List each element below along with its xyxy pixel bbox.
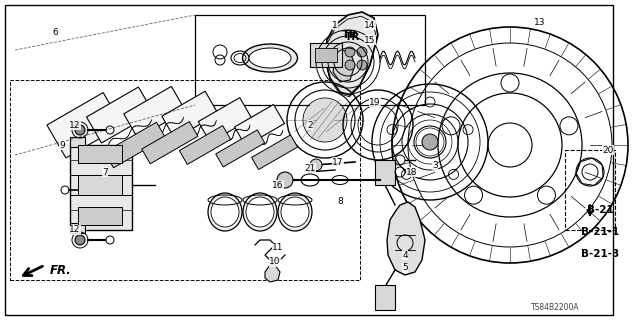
Circle shape bbox=[422, 134, 438, 150]
Polygon shape bbox=[265, 265, 280, 282]
Polygon shape bbox=[198, 98, 252, 142]
Text: B-21: B-21 bbox=[587, 205, 613, 215]
Text: 12: 12 bbox=[69, 226, 81, 235]
Text: 13: 13 bbox=[534, 18, 546, 27]
Text: 4: 4 bbox=[402, 251, 408, 260]
Bar bbox=[78, 145, 122, 163]
Circle shape bbox=[75, 235, 85, 245]
Circle shape bbox=[345, 60, 355, 70]
Bar bbox=[70, 223, 85, 233]
Polygon shape bbox=[235, 104, 285, 146]
Polygon shape bbox=[162, 91, 218, 139]
Bar bbox=[78, 175, 122, 195]
Bar bbox=[375, 285, 395, 310]
Text: 8: 8 bbox=[337, 197, 343, 206]
Bar bbox=[10, 80, 360, 280]
Text: 6: 6 bbox=[52, 28, 58, 36]
Text: 10: 10 bbox=[269, 258, 281, 267]
Polygon shape bbox=[124, 86, 186, 138]
Text: 20: 20 bbox=[602, 146, 614, 155]
Text: 5: 5 bbox=[402, 263, 408, 273]
Text: TR: TR bbox=[344, 32, 360, 42]
Text: 1: 1 bbox=[332, 20, 338, 29]
Ellipse shape bbox=[281, 197, 309, 227]
Bar bbox=[565, 150, 615, 230]
Bar bbox=[375, 160, 395, 185]
Text: TR: TR bbox=[342, 30, 358, 40]
Circle shape bbox=[304, 99, 346, 141]
Text: 3: 3 bbox=[432, 161, 438, 170]
Polygon shape bbox=[252, 135, 298, 170]
Text: 18: 18 bbox=[406, 167, 418, 177]
Text: B-21-3: B-21-3 bbox=[581, 249, 619, 259]
Polygon shape bbox=[86, 87, 154, 143]
Text: 19: 19 bbox=[369, 98, 381, 107]
Bar bbox=[78, 207, 122, 225]
Text: 7: 7 bbox=[102, 167, 108, 177]
Polygon shape bbox=[387, 202, 425, 275]
Circle shape bbox=[310, 159, 322, 171]
Polygon shape bbox=[47, 92, 122, 158]
Bar bbox=[310, 43, 342, 67]
Polygon shape bbox=[325, 12, 378, 95]
Circle shape bbox=[357, 47, 367, 57]
Ellipse shape bbox=[211, 197, 239, 227]
Bar bbox=[315, 48, 337, 62]
Polygon shape bbox=[104, 122, 166, 168]
Polygon shape bbox=[333, 50, 355, 82]
Ellipse shape bbox=[246, 197, 274, 227]
Circle shape bbox=[75, 125, 85, 135]
Bar bbox=[70, 145, 132, 230]
Circle shape bbox=[277, 172, 293, 188]
Text: 2: 2 bbox=[307, 121, 313, 130]
Bar bbox=[70, 137, 85, 147]
Text: 15: 15 bbox=[364, 36, 376, 44]
Text: 12: 12 bbox=[69, 121, 81, 130]
Text: 21: 21 bbox=[304, 164, 316, 172]
Polygon shape bbox=[179, 125, 230, 164]
Polygon shape bbox=[216, 130, 265, 167]
Ellipse shape bbox=[243, 193, 277, 231]
Text: TS84B2200A: TS84B2200A bbox=[531, 303, 579, 313]
Ellipse shape bbox=[278, 193, 312, 231]
Text: 9: 9 bbox=[59, 140, 65, 149]
Bar bbox=[195, 15, 425, 105]
Ellipse shape bbox=[208, 193, 242, 231]
Text: 16: 16 bbox=[272, 180, 284, 189]
Ellipse shape bbox=[243, 44, 298, 72]
Circle shape bbox=[357, 60, 367, 70]
Polygon shape bbox=[141, 122, 198, 164]
Text: B-21-1: B-21-1 bbox=[581, 227, 619, 237]
Text: FR.: FR. bbox=[50, 263, 72, 276]
Text: 14: 14 bbox=[364, 20, 376, 29]
Ellipse shape bbox=[249, 48, 291, 68]
Text: 11: 11 bbox=[272, 244, 284, 252]
Text: 17: 17 bbox=[332, 157, 344, 166]
Circle shape bbox=[345, 47, 355, 57]
